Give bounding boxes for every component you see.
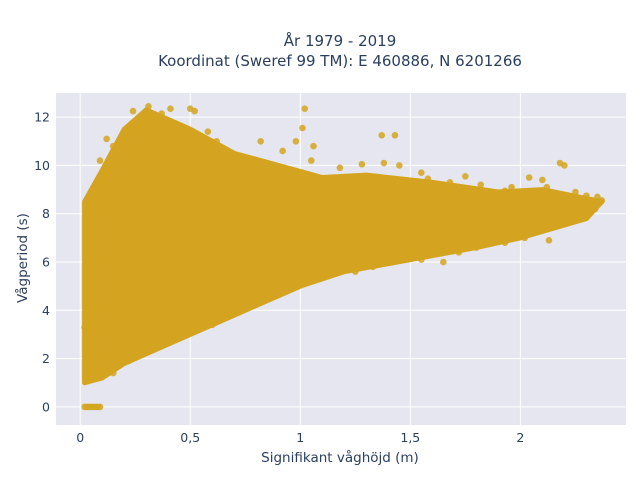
y-tick-label: 2 [42,351,50,366]
data-point [598,197,606,204]
data-point [525,174,533,181]
data-point [96,157,104,164]
x-tick-label: 1,5 [400,430,420,445]
data-point [539,176,546,184]
data-point [167,105,174,112]
x-axis-title: Signifikant våghöjd (m) [261,449,419,466]
data-point [156,340,163,348]
data-point [274,285,282,292]
data-point [83,304,91,312]
data-point [578,210,586,218]
data-point [543,183,551,191]
data-point [96,403,104,411]
x-tick-label: 2 [516,430,524,445]
data-point [473,244,480,251]
data-point [440,258,447,266]
data-point [263,292,271,300]
data-point [409,249,416,256]
data-point [446,179,454,186]
x-tick-label: 1 [296,430,304,445]
y-tick-label: 6 [42,255,50,270]
data-point [292,137,300,145]
data-point [424,175,432,183]
data-point [279,147,286,155]
data-point [129,107,137,115]
data-point [539,227,546,234]
data-point [301,105,308,112]
chart-title-line-1: År 1979 - 2019 [284,31,397,50]
data-point [103,135,110,143]
x-tick-label: 0 [76,430,84,445]
y-tick-label: 8 [42,206,50,221]
data-point [109,369,117,377]
data-point [145,102,152,110]
data-point [352,268,359,275]
data-point [490,234,498,242]
data-point [307,157,315,164]
data-point [299,124,306,132]
data-point [396,162,403,169]
data-point [369,263,377,271]
data-point [81,323,88,331]
data-point [230,309,238,317]
data-point [477,181,485,189]
data-point [594,193,601,201]
data-point [587,199,595,207]
data-point [257,137,264,145]
data-point [204,128,212,135]
y-tick-label: 0 [42,399,50,414]
y-tick-label: 4 [42,303,50,318]
data-point [501,187,509,195]
data-point [213,137,220,145]
data-point [138,345,146,353]
data-point [125,357,132,365]
y-axis-title: Vågperiod (s) [14,213,31,303]
data-point [418,256,425,263]
data-point [455,249,463,256]
data-point [462,173,469,180]
data-point [508,183,515,191]
data-point [189,326,196,333]
data-point [501,239,509,247]
data-point [310,142,317,150]
data-point [175,311,183,319]
chart-title-line-2: Koordinat (Sweref 99 TM): E 460886, N 62… [158,52,522,70]
data-point [583,192,590,199]
data-point [561,162,568,169]
data-point [191,107,198,115]
data-point [545,236,553,244]
data-point [109,142,117,150]
data-point [391,131,399,139]
data-point [292,282,300,290]
data-point [554,222,562,230]
data-point [378,131,386,139]
data-point [521,234,529,242]
data-point [318,273,326,280]
scatter-points [81,102,606,411]
data-point [380,159,388,167]
y-tick-label: 12 [34,110,50,125]
x-tick-label: 0,5 [180,430,200,445]
data-point [418,169,425,176]
x-axis-ticks: 0 0,5 1 1,5 2 [76,430,524,445]
data-point [358,160,366,168]
data-point [389,258,397,266]
data-point [336,164,344,172]
data-point [591,205,599,213]
data-point [567,212,575,220]
data-point [180,133,187,140]
data-point [158,110,165,117]
y-tick-label: 10 [34,158,50,173]
data-point [572,188,579,196]
data-point [208,321,216,329]
y-axis-ticks: 0 2 4 6 8 10 12 [34,110,50,415]
